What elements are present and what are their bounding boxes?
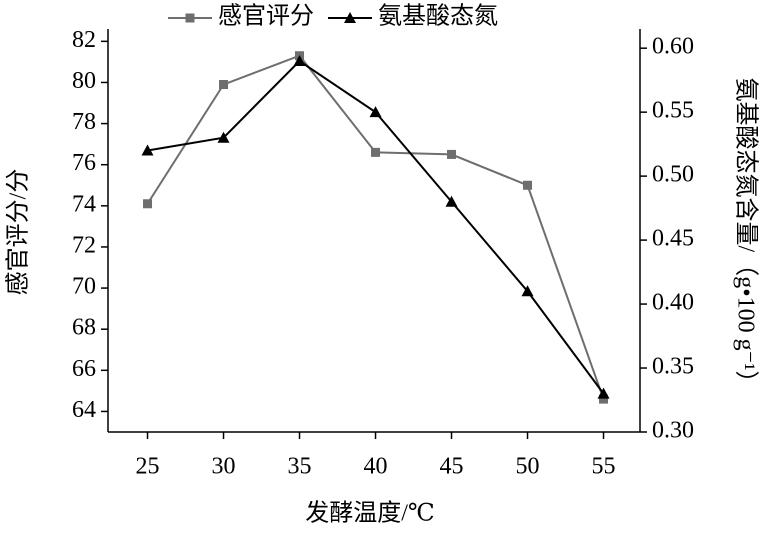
x-tick-label: 30 <box>212 454 236 480</box>
marker <box>447 149 457 159</box>
y2-tick-label: 0.45 <box>652 226 694 252</box>
y-tick-label: 68 <box>72 315 96 341</box>
y-tick-label: 78 <box>72 109 96 135</box>
marker <box>371 147 381 157</box>
y2-tick-label: 0.60 <box>652 34 694 60</box>
marker <box>293 54 306 66</box>
y-tick-label: 64 <box>72 397 96 423</box>
x-axis-label: 发酵温度/℃ <box>305 500 435 527</box>
x-tick-label: 50 <box>516 454 540 480</box>
y2-tick-label: 0.30 <box>652 418 694 444</box>
x-tick-label: 40 <box>364 454 388 480</box>
marker <box>141 144 154 156</box>
x-tick-label: 45 <box>440 454 464 480</box>
y-tick-label: 72 <box>72 232 96 258</box>
marker <box>143 199 153 209</box>
marker <box>217 131 230 143</box>
marker <box>523 180 533 190</box>
x-tick-label: 35 <box>288 454 312 480</box>
legend-marker <box>344 12 356 23</box>
y-axis-label: 感官评分/分 <box>5 169 32 296</box>
marker <box>445 195 458 207</box>
y-tick-label: 70 <box>72 274 96 300</box>
marker <box>369 106 382 118</box>
y-tick-label: 66 <box>72 356 96 382</box>
y2-tick-label: 0.50 <box>652 162 694 188</box>
y2-tick-label: 0.55 <box>652 98 694 124</box>
marker <box>599 394 609 404</box>
y2-axis-label: 氨基酸态氮含量/（g•100 g⁻¹） <box>732 78 759 395</box>
x-tick-label: 55 <box>592 454 616 480</box>
y-tick-label: 76 <box>72 150 96 176</box>
y-tick-label: 80 <box>72 68 96 94</box>
y2-tick-label: 0.35 <box>652 354 694 380</box>
x-tick-label: 25 <box>136 454 160 480</box>
y-tick-label: 74 <box>72 191 96 217</box>
y2-tick-label: 0.40 <box>652 290 694 316</box>
legend-marker <box>185 13 195 23</box>
legend-label: 感官评分 <box>218 3 314 30</box>
marker <box>219 80 229 90</box>
marker <box>521 285 534 297</box>
legend-label: 氨基酸态氮 <box>378 3 498 30</box>
marker <box>597 387 610 399</box>
y-tick-label: 82 <box>72 27 96 53</box>
